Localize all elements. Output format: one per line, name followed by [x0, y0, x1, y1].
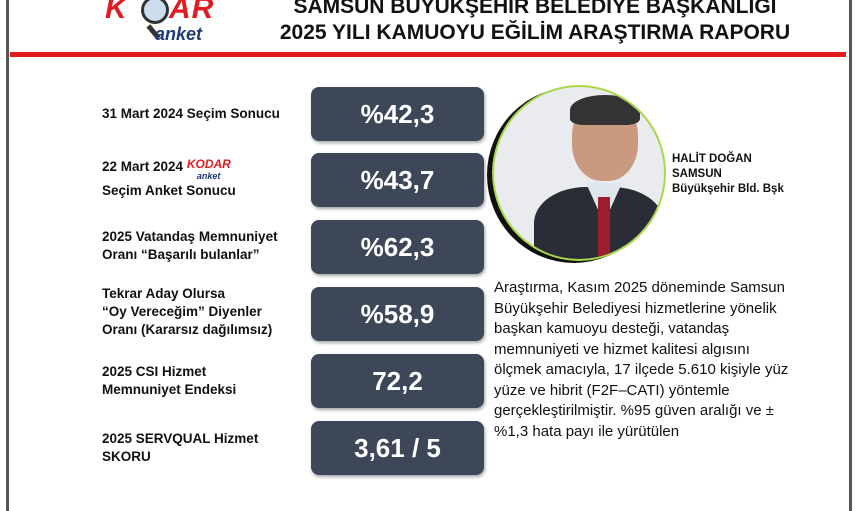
magnifier-icon: [141, 0, 169, 24]
metric-label: 31 Mart 2024 Seçim Sonucu: [102, 106, 280, 121]
mayor-photo: [492, 85, 666, 261]
description-text: Araştırma, Kasım 2025 döneminde Samsun B…: [494, 279, 789, 440]
metric-value: %62,3: [311, 220, 484, 274]
metric-value: %43,7: [311, 153, 484, 207]
kodar-mini-logo: KODAR anket: [186, 157, 231, 182]
metric-label: 2025 Vatandaş Memnuniyet Oranı “Başarılı …: [102, 229, 278, 262]
metric-label: 2025 SERVQUAL Hizmet SKORU: [102, 431, 259, 464]
metric-label: 2025 CSI Hizmet Memnuniyet Endeksi: [102, 364, 237, 397]
metric-label: Tekrar Aday Olursa “Oy Vereceğim” Diyenle…: [102, 286, 273, 337]
report-title: SAMSUN BÜYÜKŞEHİR BELEDİYE BAŞKANLIĞI 20…: [279, 0, 791, 44]
metric-label: 22 Mart 2024 KODAR anket Seçim Anket Sonuc…: [102, 157, 236, 199]
header-divider: [10, 52, 846, 57]
metric-value: 72,2: [311, 354, 484, 408]
kodar-logo: K DAR anket: [105, 0, 230, 48]
metric-value: 3,61 / 5: [311, 421, 484, 475]
metric-value: %42,3: [311, 87, 484, 141]
mayor-caption: HALİT DOĞAN SAMSUN Büyükşehir Bld. Bşk: [672, 153, 784, 195]
page-frame: [6, 0, 852, 511]
metric-value: %58,9: [311, 287, 484, 341]
